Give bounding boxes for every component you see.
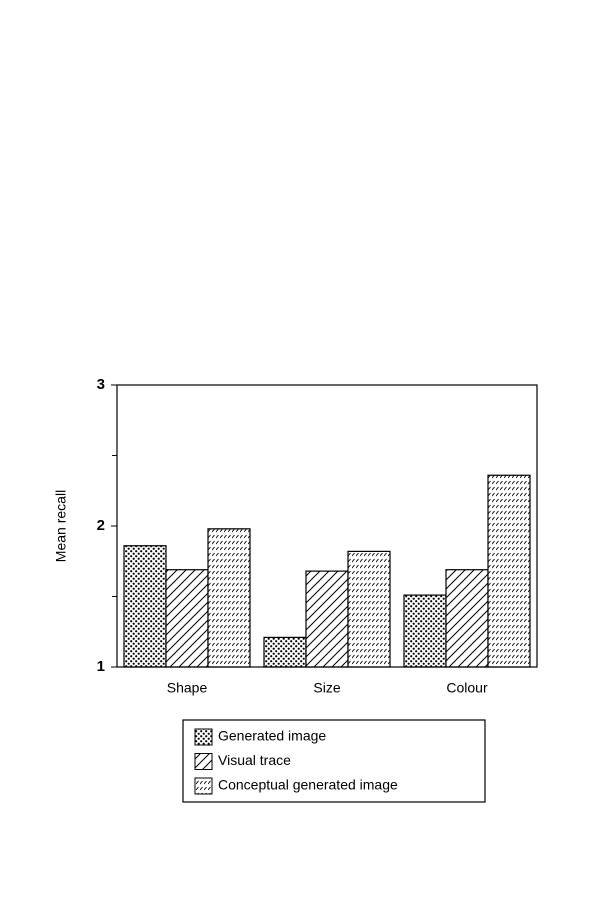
legend-label: Generated image (218, 728, 326, 744)
bar (445, 569, 489, 668)
bar (347, 550, 391, 668)
legend-swatch (194, 777, 213, 795)
y-axis-label: Mean recall (53, 490, 69, 562)
y-tick-label: 1 (97, 658, 105, 675)
y-tick-label: 2 (97, 517, 105, 534)
bar (487, 474, 531, 668)
legend (182, 719, 486, 803)
legend-swatch (194, 753, 213, 770)
bar (165, 569, 209, 668)
bar (123, 545, 167, 668)
legend-label: Visual trace (218, 752, 291, 768)
bar (207, 528, 251, 668)
bar (305, 570, 349, 668)
bar (403, 594, 447, 668)
x-tick-label: Colour (446, 680, 488, 696)
x-tick-label: Shape (167, 680, 208, 696)
y-tick-label: 3 (97, 376, 105, 393)
plot-frame (116, 384, 538, 668)
legend-swatch (194, 728, 213, 746)
x-tick-label: Size (313, 680, 340, 696)
bar (263, 636, 307, 668)
legend-label: Conceptual generated image (218, 777, 398, 793)
